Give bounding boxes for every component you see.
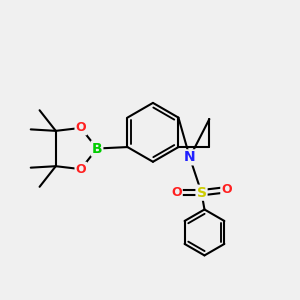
Text: O: O	[76, 163, 86, 176]
Text: B: B	[92, 142, 102, 155]
Text: S: S	[196, 186, 206, 200]
Text: O: O	[76, 122, 86, 134]
Text: O: O	[171, 186, 182, 199]
Text: O: O	[221, 183, 232, 196]
Text: N: N	[184, 150, 196, 164]
